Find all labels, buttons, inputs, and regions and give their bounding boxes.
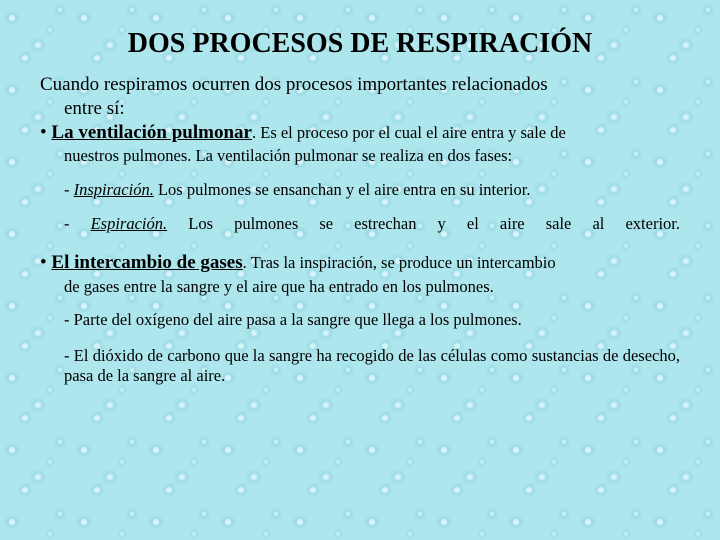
dash: - xyxy=(64,214,91,233)
intro-line2: entre sí: xyxy=(40,98,680,120)
sub-oxigeno: - Parte del oxígeno del aire pasa a la s… xyxy=(40,310,680,330)
intro-line1: Cuando respiramos ocurren dos procesos i… xyxy=(40,74,680,96)
process-2-after: . Tras la inspiración, se produce un int… xyxy=(243,253,556,272)
process-1-after: . Es el proceso por el cual el aire entr… xyxy=(252,123,566,142)
process-1-body2: nuestros pulmones. La ventilación pulmon… xyxy=(40,146,680,166)
sub-dioxido: - El dióxido de carbono que la sangre ha… xyxy=(40,346,680,386)
bullet: • xyxy=(40,122,51,143)
phase-1-rest: Los pulmones se ensanchan y el aire entr… xyxy=(154,180,531,199)
bullet: • xyxy=(40,252,51,273)
phase-2-name: Espiración. xyxy=(91,214,168,233)
process-2-body2: de gases entre la sangre y el aire que h… xyxy=(40,277,680,297)
process-2-lead: El intercambio de gases xyxy=(51,252,242,273)
phase-1-name: Inspiración. xyxy=(74,180,154,199)
process-1-heading: • La ventilación pulmonar. Es el proceso… xyxy=(40,122,680,145)
page-title: DOS PROCESOS DE RESPIRACIÓN xyxy=(40,28,680,60)
phase-2-rest: Los pulmones se estrechan y el aire sale… xyxy=(167,214,680,233)
phase-espiracion: - Espiración. Los pulmones se estrechan … xyxy=(40,214,680,234)
process-2-heading: • El intercambio de gases. Tras la inspi… xyxy=(40,252,680,275)
dash: - xyxy=(64,180,74,199)
phase-inspiracion: - Inspiración. Los pulmones se ensanchan… xyxy=(40,180,680,200)
process-1-lead: La ventilación pulmonar xyxy=(51,122,252,143)
